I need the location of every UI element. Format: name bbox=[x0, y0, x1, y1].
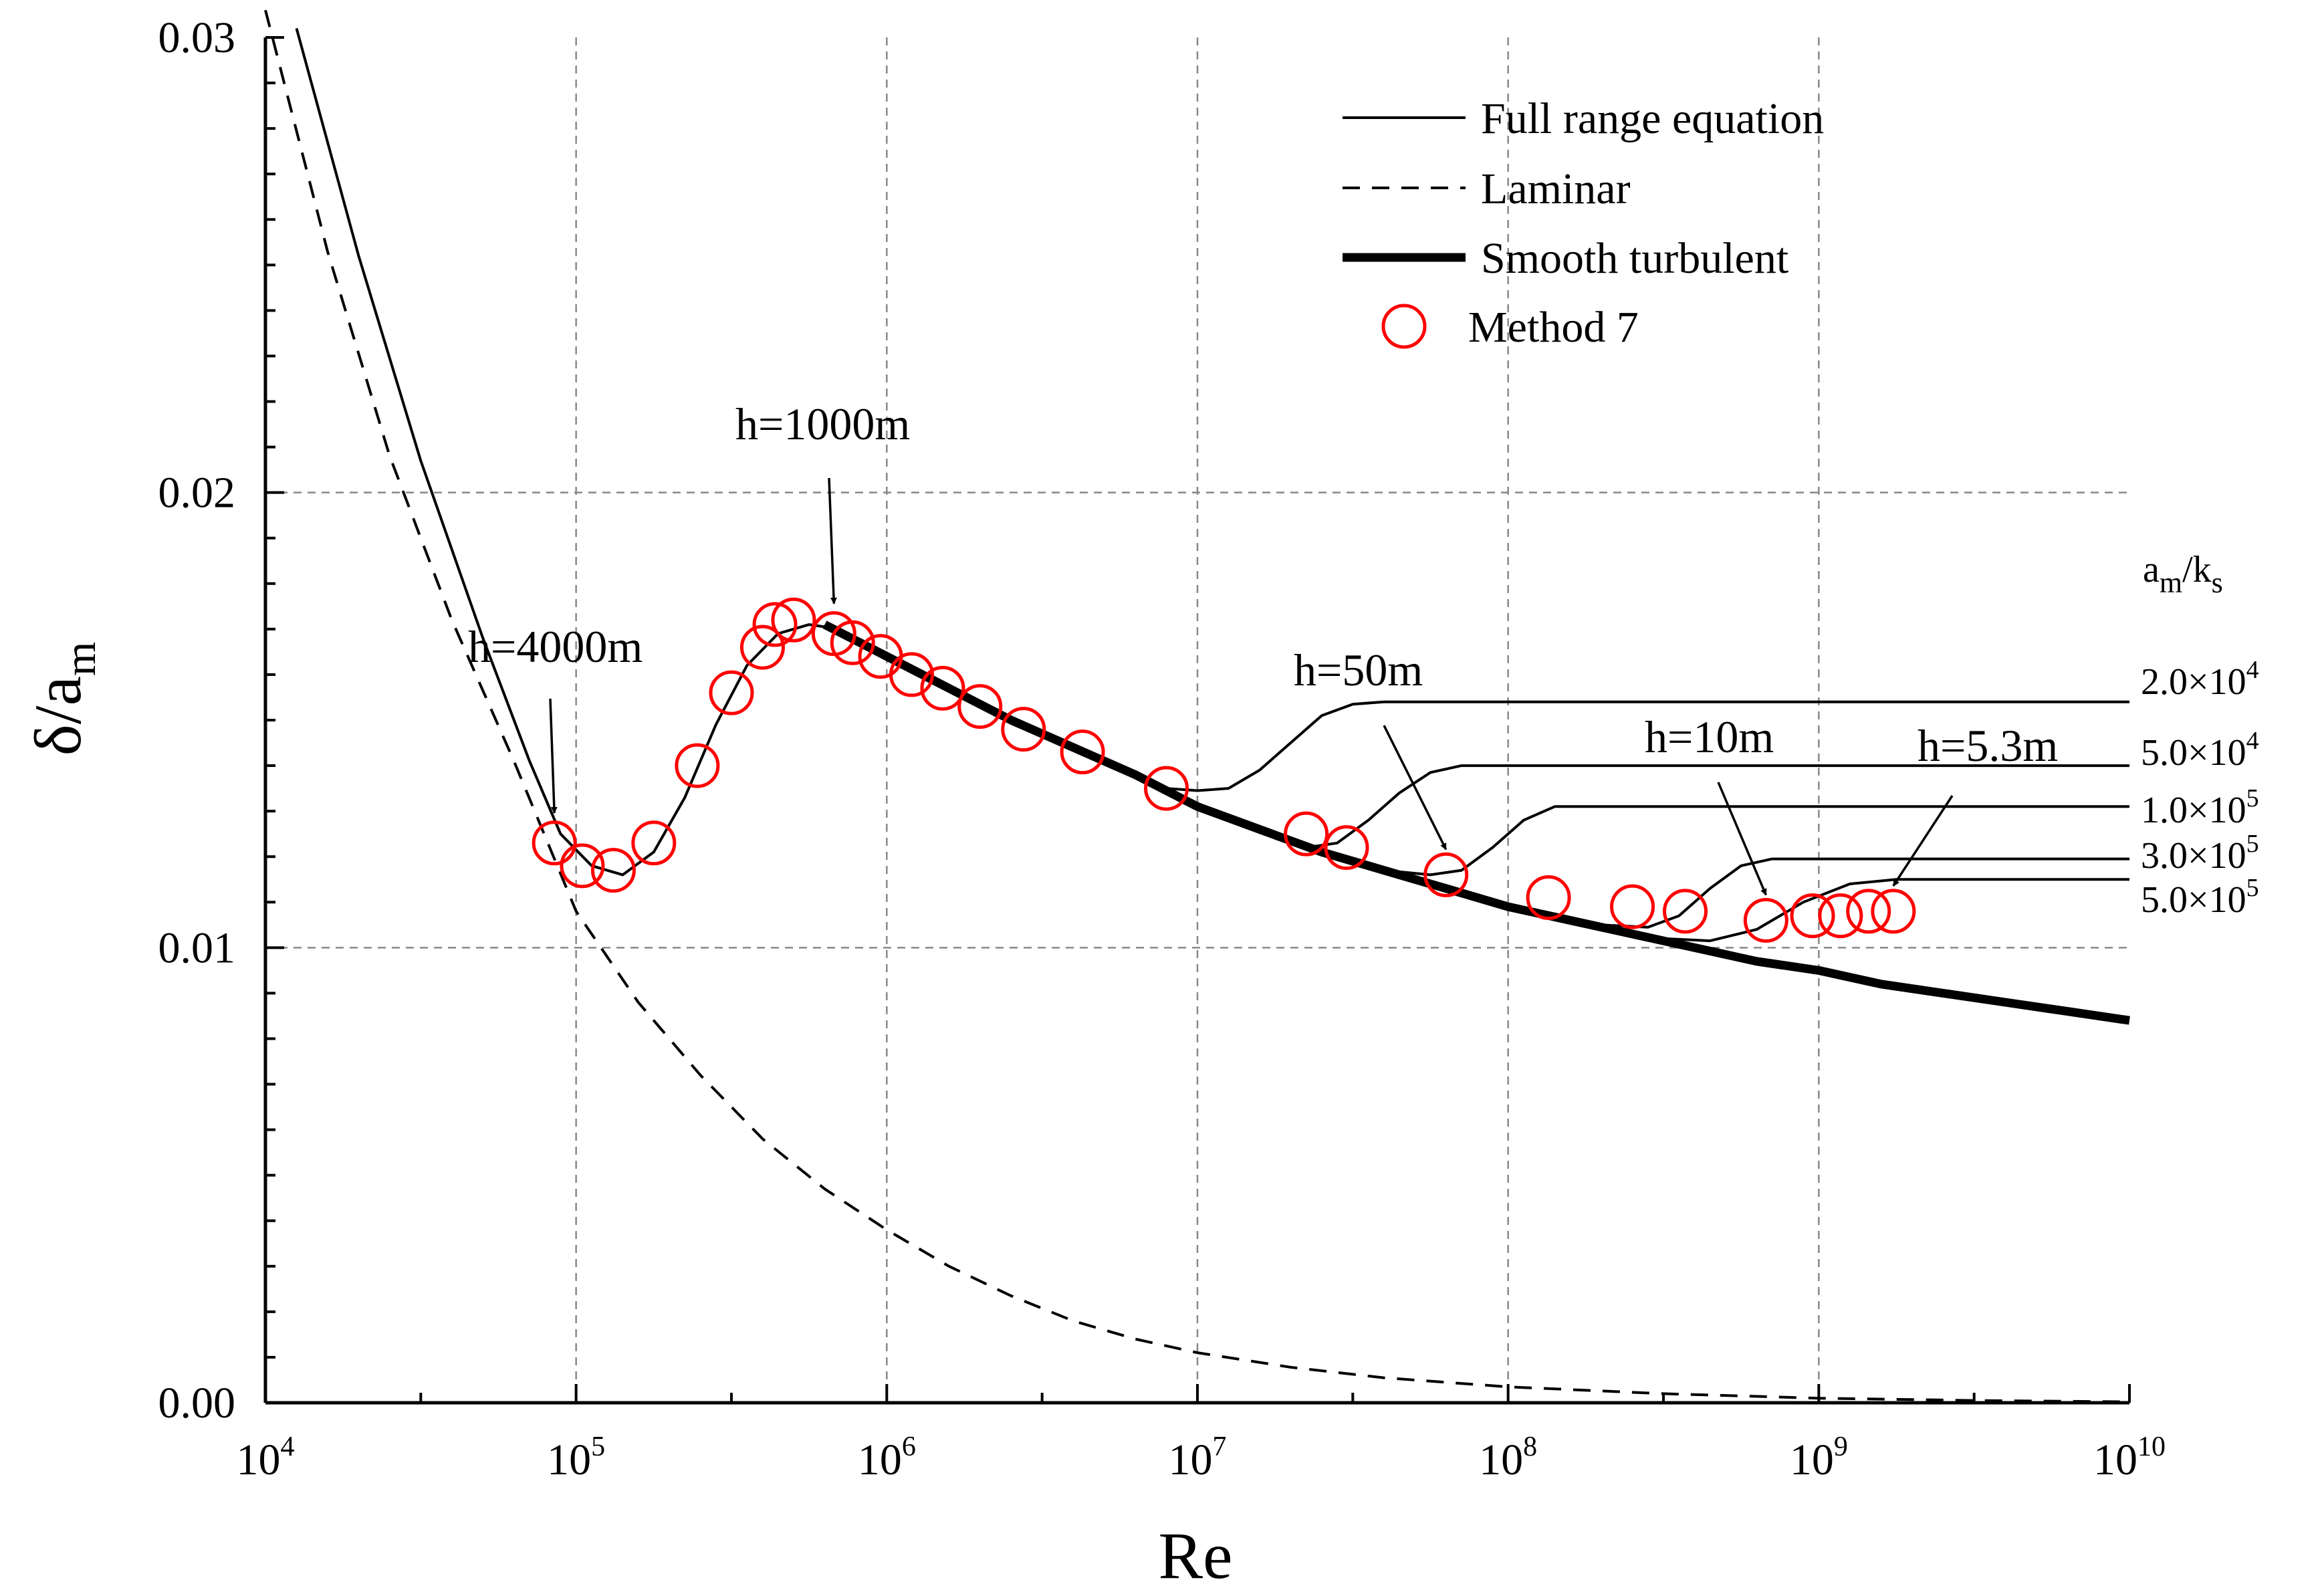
full-range-curve-1 bbox=[1135, 700, 2129, 792]
annotation-arrow bbox=[1383, 725, 1447, 850]
annotation-label: h=5.3m bbox=[1918, 720, 2058, 771]
method-7-point bbox=[920, 665, 965, 711]
method-7-point bbox=[830, 620, 875, 665]
full-range-main-line bbox=[295, 27, 888, 877]
method-7-point bbox=[1610, 884, 1655, 929]
annotation-arrow bbox=[1717, 782, 1767, 896]
ratio-header: am/ks bbox=[2143, 549, 2223, 599]
x-tick-label: 108 bbox=[1479, 1432, 1537, 1484]
ratio-label: 2.0×104 bbox=[2141, 656, 2259, 703]
method-7-point bbox=[709, 670, 754, 715]
ratio-label: 3.0×105 bbox=[2141, 830, 2259, 877]
y-tick-label: 0.00 bbox=[158, 1379, 236, 1428]
method-7-point bbox=[1790, 893, 1835, 939]
annotation-label: h=10m bbox=[1645, 711, 1774, 762]
y-tick-label: 0.02 bbox=[158, 469, 236, 518]
tick-label-layer: 104 105 106 107 108 109 1010 0.00 0.01 0.02 0.03 bbox=[158, 13, 2166, 1484]
annotation-layer: h=4000m h=1000m h=50m h=10m h=5.3m bbox=[468, 398, 2058, 896]
ratio-label: 5.0×104 bbox=[2141, 727, 2259, 774]
method-7-point bbox=[1663, 889, 1708, 934]
annotation-label: h=50m bbox=[1294, 645, 1423, 695]
method-7-point bbox=[1526, 875, 1571, 920]
method-7-point bbox=[1001, 707, 1046, 752]
legend-label-full-range: Full range equation bbox=[1481, 94, 1824, 143]
method-7-point bbox=[532, 820, 577, 866]
method-7-point bbox=[631, 820, 677, 866]
full-range-curve-3 bbox=[1383, 805, 2129, 877]
method-7-point bbox=[675, 743, 720, 788]
method-7-point bbox=[1743, 897, 1788, 943]
method-7-point bbox=[1871, 889, 1916, 934]
method-7-point bbox=[560, 843, 605, 889]
method-7-point bbox=[1324, 825, 1369, 871]
axis-layer bbox=[263, 36, 2131, 1405]
method-7-point bbox=[752, 602, 798, 647]
method-7-point bbox=[889, 652, 935, 697]
marker-layer bbox=[532, 597, 1916, 943]
x-tick-label: 104 bbox=[237, 1432, 295, 1484]
x-tick-label: 105 bbox=[547, 1432, 605, 1484]
legend-label-laminar: Laminar bbox=[1481, 164, 1631, 213]
legend-swatch-method-7 bbox=[1381, 304, 1427, 349]
annotation-arrow bbox=[549, 698, 558, 814]
method-7-point bbox=[771, 597, 816, 643]
y-tick-label: 0.01 bbox=[158, 923, 236, 972]
method-7-point bbox=[957, 684, 1003, 729]
method-7-point bbox=[1060, 729, 1105, 775]
annotation-arrow bbox=[1892, 795, 1954, 887]
method-7-point bbox=[590, 848, 636, 893]
ratio-label: 1.0×105 bbox=[2141, 784, 2259, 831]
x-tick-label: 109 bbox=[1790, 1432, 1848, 1484]
y-axis-title: δ/am bbox=[21, 642, 105, 756]
x-tick-label: 106 bbox=[858, 1432, 916, 1484]
method-7-point bbox=[739, 624, 785, 670]
x-tick-label: 1010 bbox=[2093, 1432, 2166, 1484]
method-7-point bbox=[1846, 889, 1891, 934]
legend-label-smooth-turbulent: Smooth turbulent bbox=[1481, 234, 1788, 283]
annotation-arrow bbox=[828, 477, 837, 604]
ratio-label: 5.0×105 bbox=[2141, 874, 2259, 921]
annotation-label: h=1000m bbox=[735, 398, 910, 449]
method-7-point bbox=[1818, 893, 1863, 939]
laminar-line bbox=[264, 9, 2130, 1403]
method-7-point bbox=[1284, 811, 1329, 857]
method-7-point bbox=[1423, 852, 1469, 897]
full-range-curve-2 bbox=[1274, 764, 2129, 849]
x-tick-label: 107 bbox=[1169, 1432, 1227, 1484]
grid-layer bbox=[265, 37, 2129, 1403]
full-range-curve-4 bbox=[1601, 857, 2129, 929]
annotation-label: h=4000m bbox=[468, 621, 643, 672]
legend-label-method-7: Method 7 bbox=[1468, 303, 1639, 352]
y-tick-label: 0.03 bbox=[158, 13, 236, 62]
x-axis-title: Re bbox=[1158, 1518, 1232, 1593]
legend: Full range equation Laminar Smooth turbu… bbox=[1343, 94, 1824, 352]
method-7-point bbox=[1144, 766, 1189, 811]
